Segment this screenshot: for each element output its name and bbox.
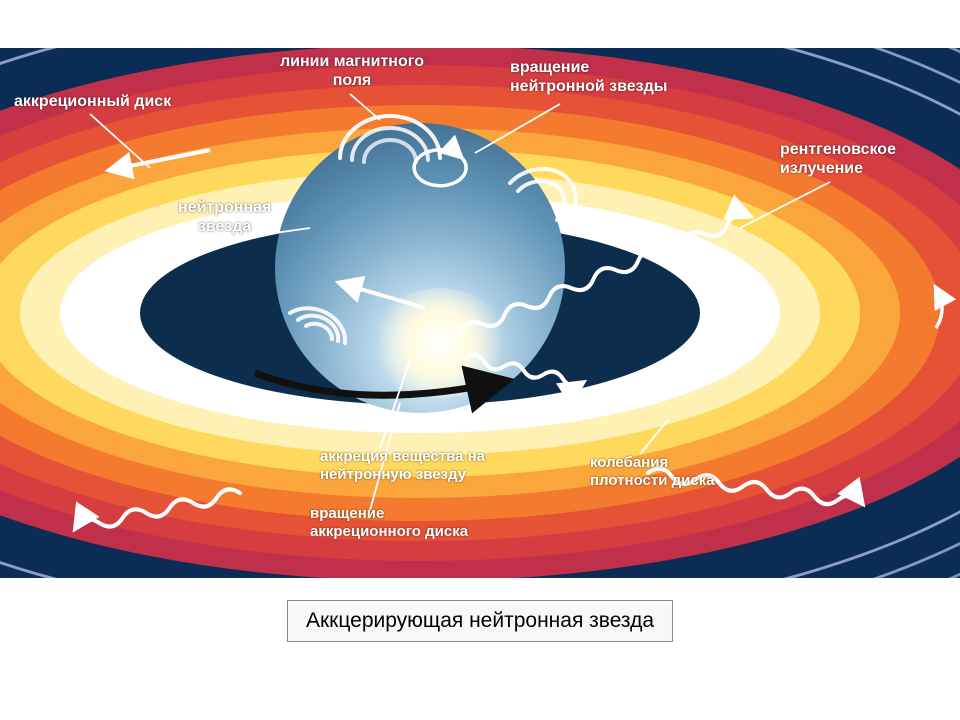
label-magnetic-lines: линии магнитного поля bbox=[280, 52, 424, 90]
diagram-area: аккреционный диск линии магнитного поля … bbox=[0, 48, 960, 578]
label-star-rotation: вращение нейтронной звезды bbox=[510, 58, 667, 96]
label-accretion-matter: аккреция вещества на нейтронную звезду bbox=[320, 448, 485, 484]
frame: аккреционный диск линии магнитного поля … bbox=[0, 0, 960, 720]
label-xray: рентгеновское излучение bbox=[780, 140, 896, 178]
label-disk-rotation: вращение аккреционного диска bbox=[310, 505, 468, 541]
label-density-osc: колебания плотности диска bbox=[590, 454, 715, 490]
label-accretion-disk: аккреционный диск bbox=[14, 92, 171, 111]
label-neutron-star: нейтронная звезда bbox=[178, 198, 271, 236]
hotspot-glow bbox=[370, 288, 510, 398]
caption: Аккцерирующая нейтронная звезда bbox=[287, 600, 673, 642]
